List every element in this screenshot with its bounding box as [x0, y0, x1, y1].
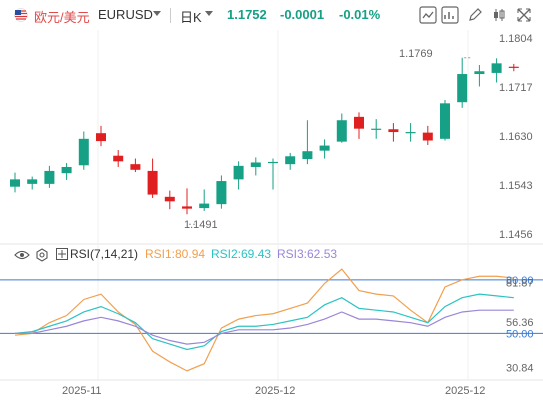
candle-body: [113, 155, 124, 162]
price-change-percent: -0.01%: [339, 7, 381, 22]
candle-body: [285, 156, 296, 165]
candle-body: [44, 170, 55, 184]
price-axis-label: 1.1630: [499, 131, 533, 143]
price-axis-label: 1.1804: [499, 33, 533, 45]
candle-body: [474, 71, 485, 75]
candle-settings-icon[interactable]: [490, 6, 508, 24]
rsi-panel: [0, 268, 543, 372]
rsi1-line: [14, 268, 514, 372]
candle-body: [268, 161, 278, 164]
rsi-axis-label: 30.84: [506, 363, 534, 375]
candle-body: [96, 133, 106, 142]
x-axis-label: 2025-12: [445, 385, 485, 397]
rsi2-value: RSI2:69.43: [211, 247, 272, 261]
price-change: -0.0001: [280, 7, 325, 22]
candle-body: [302, 151, 313, 160]
rsi3-value: RSI3:62.53: [277, 247, 338, 261]
candle-body: [405, 132, 416, 134]
chevron-down-icon[interactable]: [153, 11, 161, 16]
candle-body: [508, 66, 519, 68]
price-axis: 1.1804 1.1717 1.1630 1.1543 1.1456: [499, 33, 533, 241]
x-axis-label: 2025-12: [255, 385, 295, 397]
candle-body: [388, 129, 399, 133]
candle-body: [319, 145, 330, 151]
candle-body: [233, 165, 244, 180]
price-axis-label: 1.1543: [499, 180, 533, 192]
candle-body: [199, 203, 210, 209]
rsi-axis-label: 50.00: [506, 328, 534, 340]
candle-body: [250, 162, 261, 167]
indicator-box-icon[interactable]: [56, 248, 68, 260]
candle-body: [371, 128, 382, 130]
candle-body: [440, 103, 450, 139]
eye-icon[interactable]: [14, 249, 30, 261]
fullscreen-icon[interactable]: [515, 6, 533, 24]
candle-body: [27, 179, 38, 184]
candle-body: [164, 196, 175, 202]
last-price: 1.1752: [227, 7, 267, 22]
candle-body: [130, 164, 141, 170]
chevron-down-icon[interactable]: [205, 11, 213, 16]
x-axis-label: 2025-11: [62, 385, 102, 397]
candle-body: [336, 120, 347, 142]
price-axis-label: 1.1717: [499, 82, 533, 94]
us-flag-icon: [14, 8, 28, 22]
price-axis-label: 1.1456: [499, 229, 533, 241]
candle-body: [491, 63, 502, 73]
rsi-indicator-name: RSI(7,14,21): [70, 247, 139, 261]
rsi3-line: [15, 309, 514, 345]
low-annotation: 1.1491: [184, 219, 218, 231]
line-chart-icon[interactable]: [419, 6, 437, 24]
candle-body: [216, 181, 227, 205]
rsi-axis-label: 81.87: [506, 278, 534, 290]
candle-body: [422, 132, 433, 141]
rsi-axis-label: 56.36: [506, 317, 534, 329]
chart-grid: [0, 30, 543, 381]
candle-body: [354, 116, 364, 129]
symbol-header: 欧元/美元 EURUSD 日K 1.1752 -0.0001 -0.01%: [0, 0, 543, 30]
rsi2-line: [14, 293, 514, 351]
candles: [10, 57, 519, 225]
gear-icon[interactable]: [35, 248, 49, 262]
rsi-axis-label: 80.00: [506, 275, 534, 287]
candle-body: [10, 179, 20, 187]
candle-body: [61, 166, 72, 174]
divider: [170, 8, 171, 23]
candle-body: [457, 74, 468, 103]
rsi1-value: RSI1:80.94: [145, 247, 206, 261]
interval-selector[interactable]: 日K: [180, 10, 202, 25]
symbol-name-cn[interactable]: 欧元/美元: [34, 10, 90, 25]
high-annotation: 1.1769: [399, 48, 433, 60]
x-axis: 2025-11 2025-12 2025-12: [62, 385, 485, 397]
candle-body: [78, 138, 89, 166]
candle-body: [182, 206, 192, 209]
candle-body: [147, 170, 158, 195]
symbol-code[interactable]: EURUSD: [98, 7, 153, 22]
indicator-icon[interactable]: [441, 6, 459, 24]
draw-icon[interactable]: [466, 6, 484, 24]
